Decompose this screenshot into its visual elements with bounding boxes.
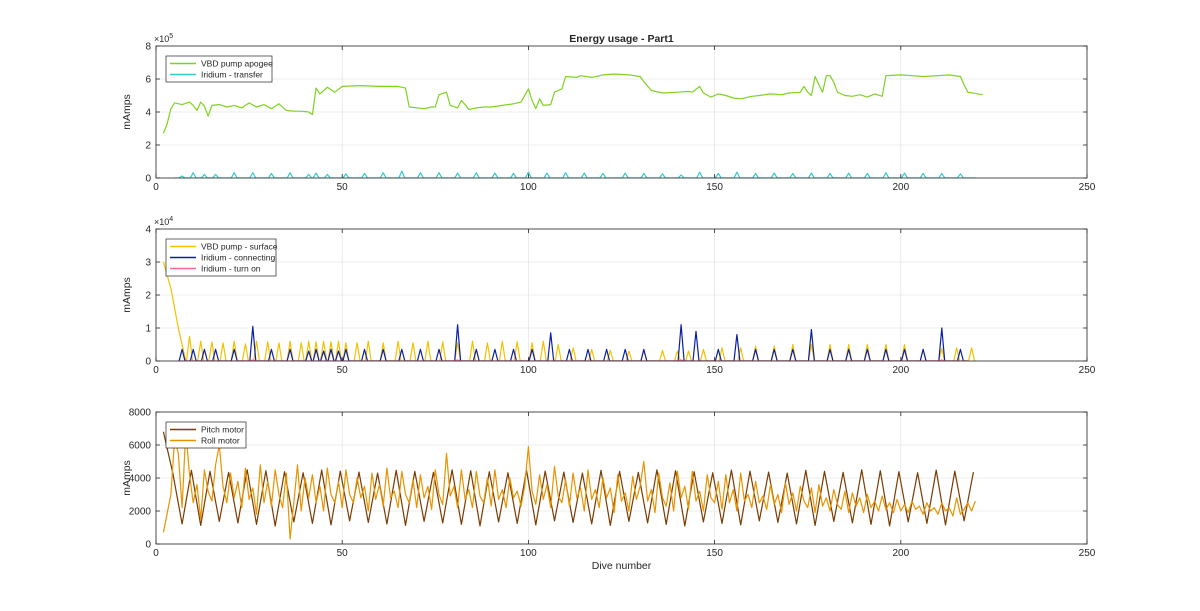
y-tick-label: 2 (145, 141, 151, 152)
series-line-vbd-pump-surface (162, 261, 976, 361)
y-tick-label: 4 (145, 225, 151, 236)
y-tick-label: 1 (145, 324, 151, 335)
x-tick-label: 100 (520, 548, 537, 559)
y-tick-label: 4 (145, 108, 151, 119)
y-exponent-times: × (154, 217, 159, 227)
x-tick-label: 0 (153, 182, 159, 193)
legend-entry: Iridium - transfer (201, 70, 263, 80)
y-tick-label: 0 (145, 174, 151, 185)
y-exponent-label: ×104 (154, 216, 173, 227)
panel-energy-top: 0 50 100 150 200 250 0 2 4 6 8×105 mAmps Energy usag… (121, 33, 1096, 193)
series-group (162, 429, 976, 540)
panel-energy-bottom: 0 50 100 150 200 250 0 2000 4000 6000 8000 mAmps Div… (121, 408, 1096, 573)
legend-entry: VBD pump apogee (201, 59, 273, 69)
y-tick-label: 2 (145, 291, 151, 302)
y-exponent-times: × (154, 34, 159, 44)
x-tick-label: 200 (892, 548, 909, 559)
y-exponent-base: 10 (159, 217, 169, 227)
x-tick-label: 50 (337, 548, 349, 559)
x-tick-label: 100 (520, 182, 537, 193)
y-tick-label: 3 (145, 258, 151, 269)
x-tick-label: 50 (337, 365, 349, 376)
series-group (162, 261, 976, 361)
y-exponent-power: 4 (169, 216, 173, 223)
series-line-iridium-turn-on (178, 359, 968, 361)
series-line-vbd-pump-apogee (162, 73, 983, 134)
x-tick-label: 50 (337, 182, 349, 193)
y-tick-label: 8 (145, 42, 151, 53)
x-tick-label: 100 (520, 365, 537, 376)
series-line-roll-motor (162, 429, 976, 540)
x-tick-label: 250 (1079, 365, 1096, 376)
y-tick-label: 2000 (129, 507, 152, 518)
y-tick-label: 6 (145, 75, 151, 86)
y-axis-label: mAmps (121, 460, 133, 496)
legend-box (165, 421, 247, 449)
x-tick-label: 250 (1079, 182, 1096, 193)
y-axis-label: mAmps (121, 94, 133, 130)
legend-entry: VBD pump - surface (201, 242, 278, 252)
series-line-iridium-connecting (178, 324, 968, 361)
legend-entry: Pitch motor (201, 425, 244, 435)
y-axis-label: mAmps (121, 277, 133, 313)
x-tick-label: 200 (892, 182, 909, 193)
x-tick-label: 0 (153, 548, 159, 559)
series-group (162, 73, 983, 178)
x-axis-label: Dive number (592, 560, 652, 572)
x-tick-label: 200 (892, 365, 909, 376)
legend-entry: Iridium - connecting (201, 253, 275, 263)
y-tick-label: 4000 (129, 474, 152, 485)
x-tick-label: 250 (1079, 548, 1096, 559)
series-line-iridium-transfer (174, 170, 976, 178)
legend-entry: Roll motor (201, 436, 240, 446)
chart-title: Energy usage - Part1 (569, 33, 674, 45)
legend-entry: Iridium - turn on (201, 264, 261, 274)
x-tick-label: 150 (706, 182, 723, 193)
y-tick-label: 0 (145, 357, 151, 368)
x-tick-label: 150 (706, 548, 723, 559)
y-exponent-label: ×105 (154, 33, 173, 44)
y-tick-label: 8000 (129, 408, 152, 419)
y-exponent-power: 5 (169, 33, 173, 40)
y-tick-label: 0 (145, 540, 151, 551)
y-tick-label: 6000 (129, 441, 152, 452)
legend-box (165, 55, 273, 83)
x-tick-label: 0 (153, 365, 159, 376)
x-tick-label: 150 (706, 365, 723, 376)
y-exponent-base: 10 (159, 34, 169, 44)
